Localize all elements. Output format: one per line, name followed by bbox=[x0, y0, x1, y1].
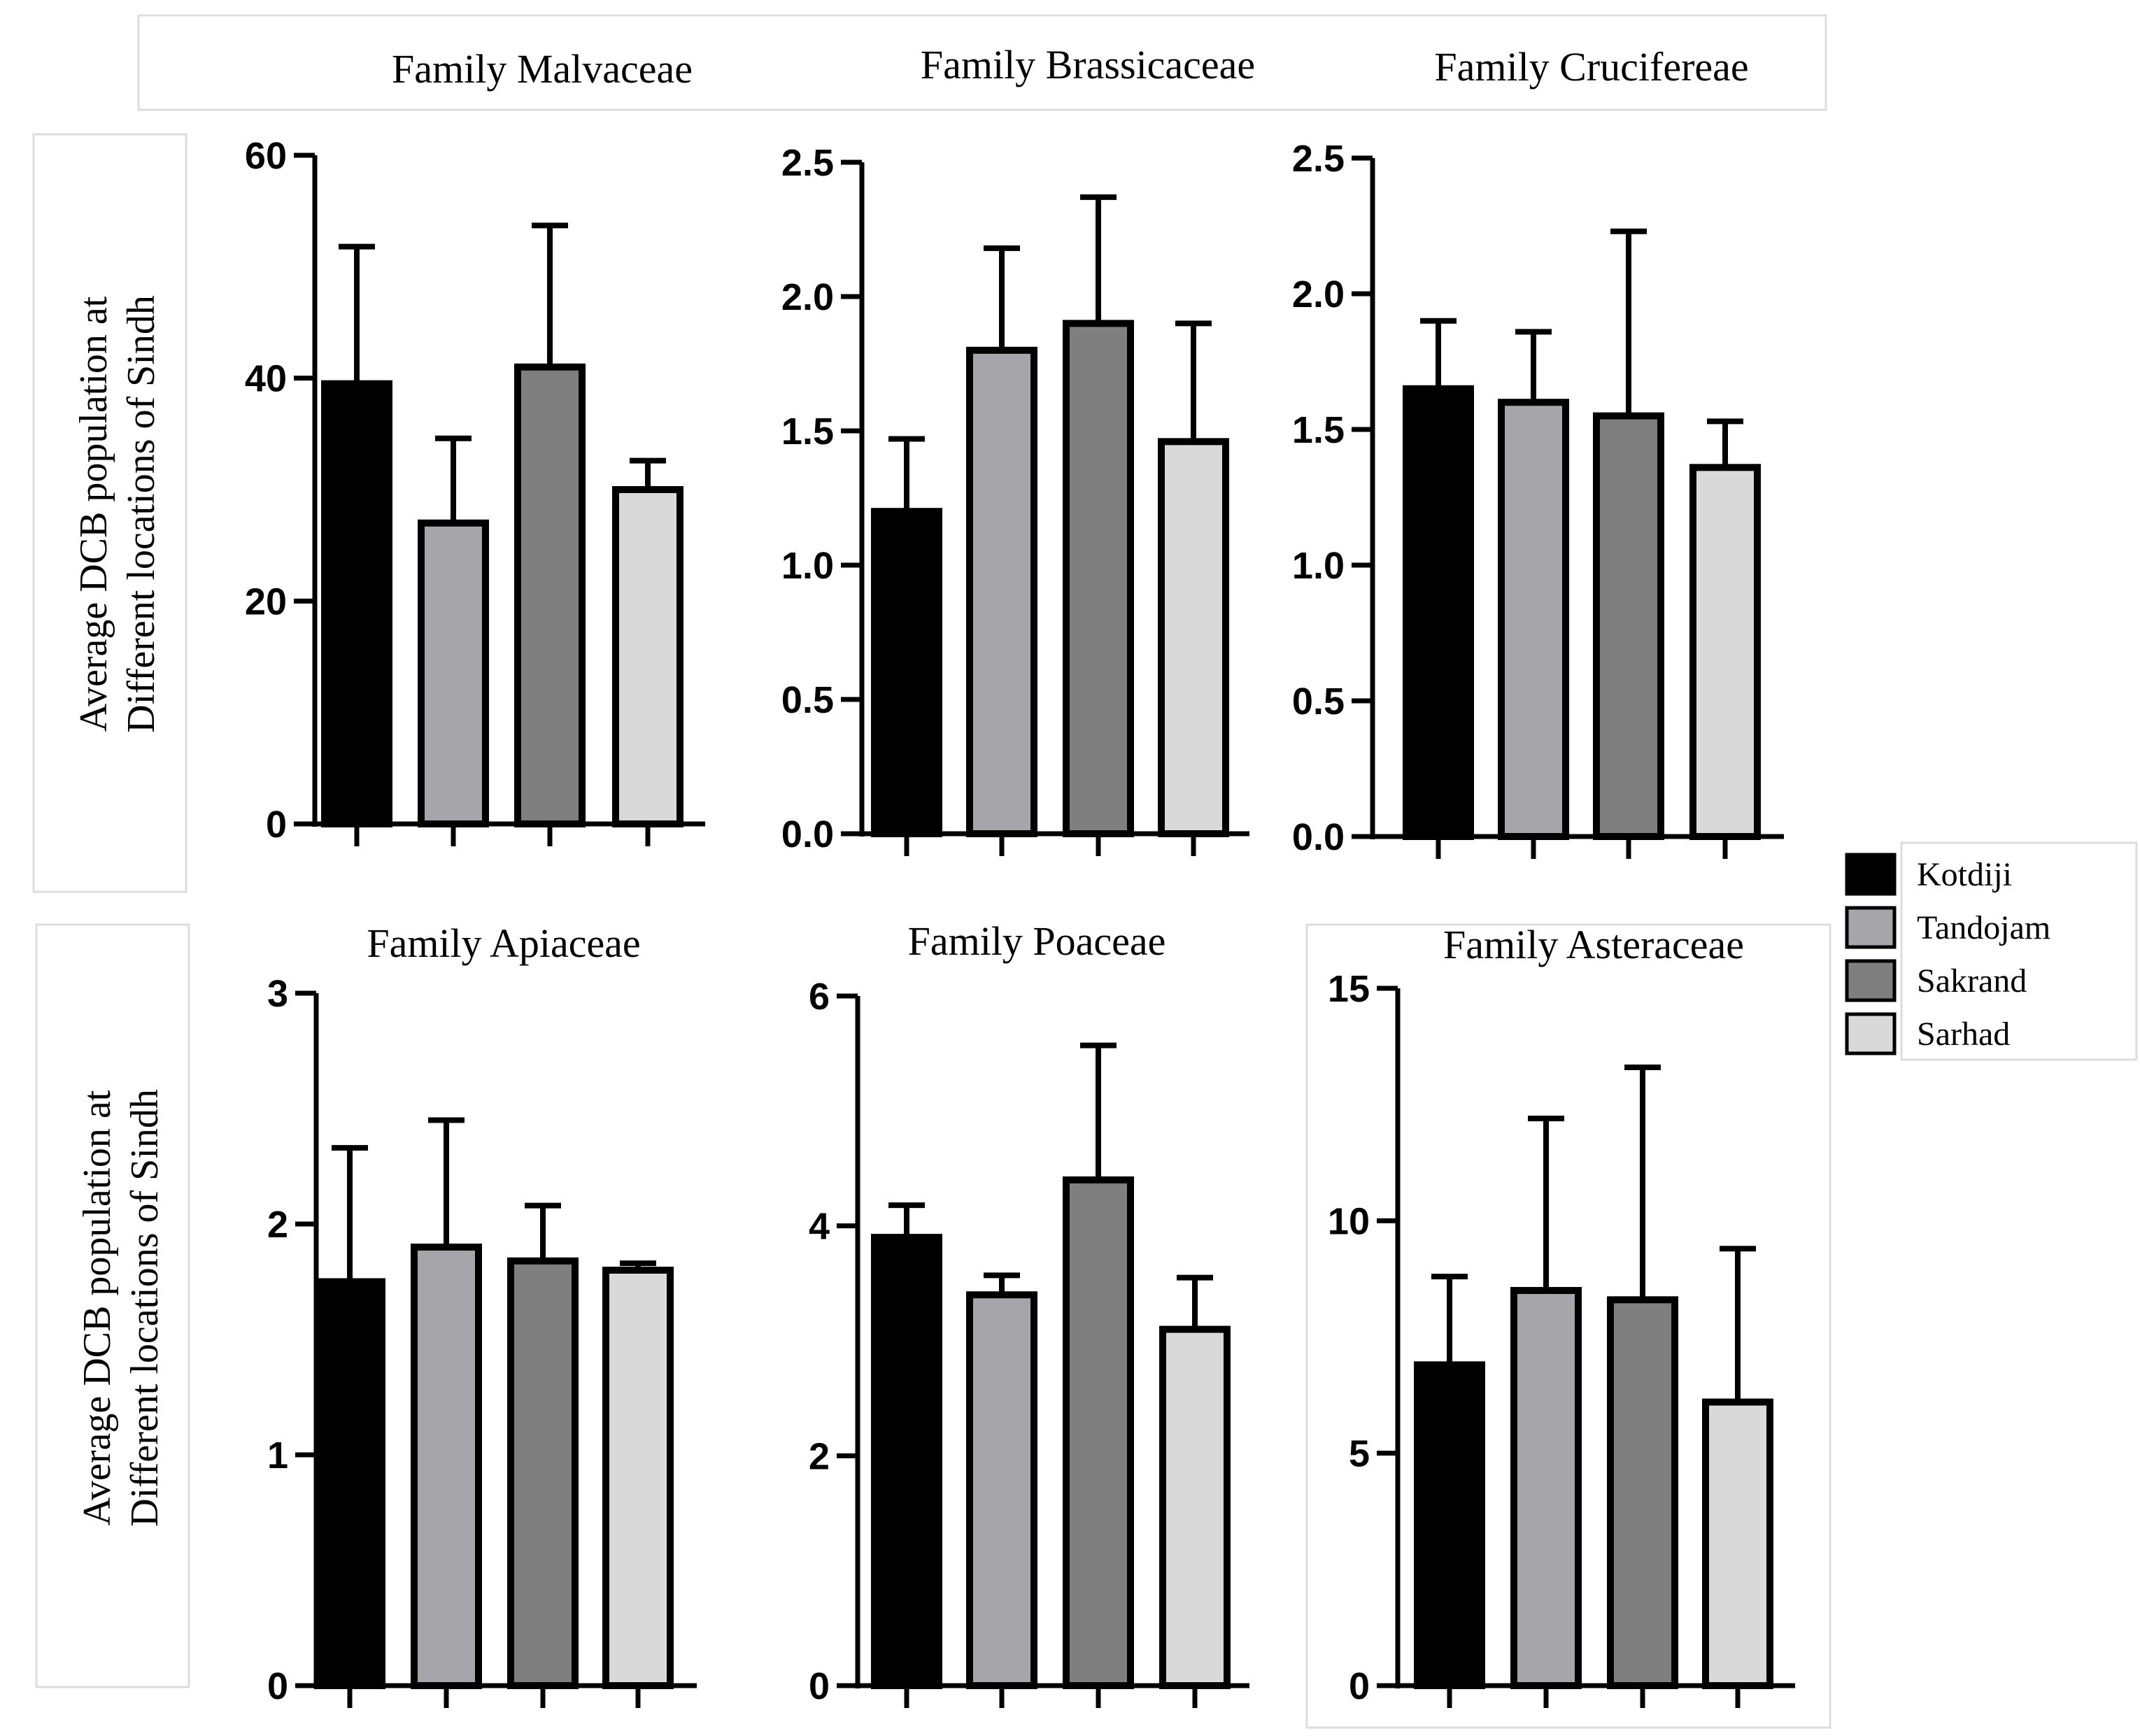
y-tick-label: 0 bbox=[266, 804, 287, 846]
y-tick-label: 0 bbox=[1349, 1665, 1370, 1707]
y-tick-label: 2 bbox=[267, 1204, 288, 1246]
bar-sakrand bbox=[1063, 320, 1134, 837]
legend: Kotdiji Tandojam Sakrand Sarhad bbox=[1845, 853, 2050, 1055]
legend-label: Sarhad bbox=[1917, 1016, 2010, 1053]
bar-tandojam bbox=[1498, 399, 1569, 840]
bar-sarhad bbox=[1702, 1398, 1773, 1689]
y-tick-label: 3 bbox=[267, 973, 288, 1015]
y-tick-label: 20 bbox=[245, 581, 287, 622]
legend-swatch bbox=[1845, 906, 1897, 949]
bar-kotdiji bbox=[1414, 1361, 1485, 1689]
bar-kotdiji bbox=[314, 1278, 385, 1689]
chart-panel-4: Family Apiaceae 0 1 2 3 bbox=[267, 920, 697, 1708]
legend-swatch bbox=[1845, 853, 1897, 896]
bar-sarhad bbox=[612, 486, 683, 827]
legend-swatch bbox=[1845, 959, 1897, 1002]
bar-sarhad bbox=[602, 1267, 674, 1689]
y-tick-label: 0 bbox=[809, 1665, 830, 1707]
bar-sarhad bbox=[1159, 1325, 1231, 1689]
legend-item-tandojam: Tandojam bbox=[1845, 906, 2050, 949]
y-tick-label: 1 bbox=[267, 1435, 288, 1477]
legend-item-kotdiji: Kotdiji bbox=[1845, 853, 2012, 896]
bar-tandojam bbox=[966, 1291, 1037, 1690]
row-label-frame-bottom bbox=[35, 923, 190, 1688]
y-tick-label: 2.5 bbox=[1292, 138, 1345, 180]
row-label-top-line2: Different locations of Sindh bbox=[120, 295, 163, 733]
bar-sakrand bbox=[1607, 1296, 1678, 1689]
row-label-frame-top bbox=[32, 133, 187, 893]
y-tick-label: 0.0 bbox=[781, 813, 834, 855]
chart-panel-3: Family Crucifereae 0.0 0.5 1.0 1.5 2.0 2.5 bbox=[1292, 44, 1784, 859]
row-label-bottom-line1: Average DCB population at bbox=[76, 1090, 119, 1525]
bar-tandojam bbox=[418, 519, 489, 827]
y-tick-label: 60 bbox=[245, 135, 287, 177]
bar-sakrand bbox=[514, 363, 586, 827]
bar-sakrand bbox=[507, 1257, 579, 1690]
legend-label: Tandojam bbox=[1917, 909, 2050, 946]
bar-kotdiji bbox=[871, 1234, 942, 1689]
title-strip-frame bbox=[137, 14, 1827, 111]
bar-tandojam bbox=[1510, 1287, 1582, 1689]
y-tick-label: 5 bbox=[1349, 1433, 1370, 1475]
y-tick-label: 10 bbox=[1328, 1200, 1370, 1242]
y-tick-label: 1.0 bbox=[1292, 545, 1345, 587]
legend-label: Sakrand bbox=[1917, 962, 2027, 999]
y-tick-label: 15 bbox=[1328, 968, 1370, 1010]
legend-swatch bbox=[1845, 1012, 1897, 1055]
chart-panel-6: Family Asteraceae 0 5 10 15 bbox=[1328, 922, 1795, 1708]
row-label-bottom-line2: Different locations of Sindh bbox=[123, 1089, 166, 1527]
y-tick-label: 4 bbox=[809, 1206, 830, 1248]
y-tick-label: 1.5 bbox=[1292, 409, 1345, 451]
y-tick-label: 2.0 bbox=[1292, 273, 1345, 315]
bar-sarhad bbox=[1158, 438, 1229, 837]
chart-title: Family Malvaceae bbox=[392, 46, 693, 92]
y-tick-label: 0 bbox=[267, 1665, 288, 1707]
chart-title: Family Apiaceae bbox=[367, 920, 640, 966]
legend-frame bbox=[1900, 841, 2138, 1061]
chart-panel-2: Family Brassicaceae 0.0 0.5 1.0 1.5 2.0 2.5 bbox=[781, 42, 1255, 856]
y-tick-label: 1.5 bbox=[781, 411, 834, 453]
legend-label: Kotdiji bbox=[1917, 856, 2012, 893]
y-tick-label: 1.0 bbox=[781, 545, 834, 587]
chart-panel-5: Family Poaceae 0 2 4 6 bbox=[809, 918, 1249, 1708]
y-tick-label: 2.5 bbox=[781, 142, 834, 184]
y-tick-label: 40 bbox=[245, 358, 287, 400]
y-tick-label: 6 bbox=[809, 976, 830, 1018]
bar-tandojam bbox=[966, 346, 1037, 837]
row-label-top: Average DCB population at Different locat… bbox=[72, 295, 163, 733]
chart-title: Family Poaceae bbox=[908, 918, 1166, 964]
bar-kotdiji bbox=[871, 508, 942, 837]
bar-tandojam bbox=[411, 1244, 482, 1689]
bar-sakrand bbox=[1593, 412, 1664, 840]
row-label-bottom: Average DCB population at Different locat… bbox=[76, 1089, 166, 1527]
bar-kotdiji bbox=[1403, 385, 1474, 840]
bar-sarhad bbox=[1689, 464, 1761, 840]
y-tick-label: 2 bbox=[809, 1435, 830, 1477]
chart-panel-1: Family Malvaceae 0 20 40 60 bbox=[245, 46, 705, 846]
chart-title: Family Asteraceae bbox=[1443, 922, 1744, 967]
y-tick-label: 0.5 bbox=[781, 679, 834, 721]
y-tick-label: 0.0 bbox=[1292, 816, 1345, 858]
bar-sakrand bbox=[1063, 1176, 1134, 1689]
y-tick-label: 2.0 bbox=[781, 276, 834, 318]
legend-item-sarhad: Sarhad bbox=[1845, 1012, 2010, 1055]
chart-title: Family Brassicaceae bbox=[921, 42, 1255, 87]
y-tick-label: 0.5 bbox=[1292, 681, 1345, 723]
legend-item-sakrand: Sakrand bbox=[1845, 959, 2027, 1002]
bar-kotdiji bbox=[321, 380, 392, 827]
row-label-top-line1: Average DCB population at bbox=[72, 296, 115, 732]
chart-title: Family Crucifereae bbox=[1434, 44, 1748, 90]
